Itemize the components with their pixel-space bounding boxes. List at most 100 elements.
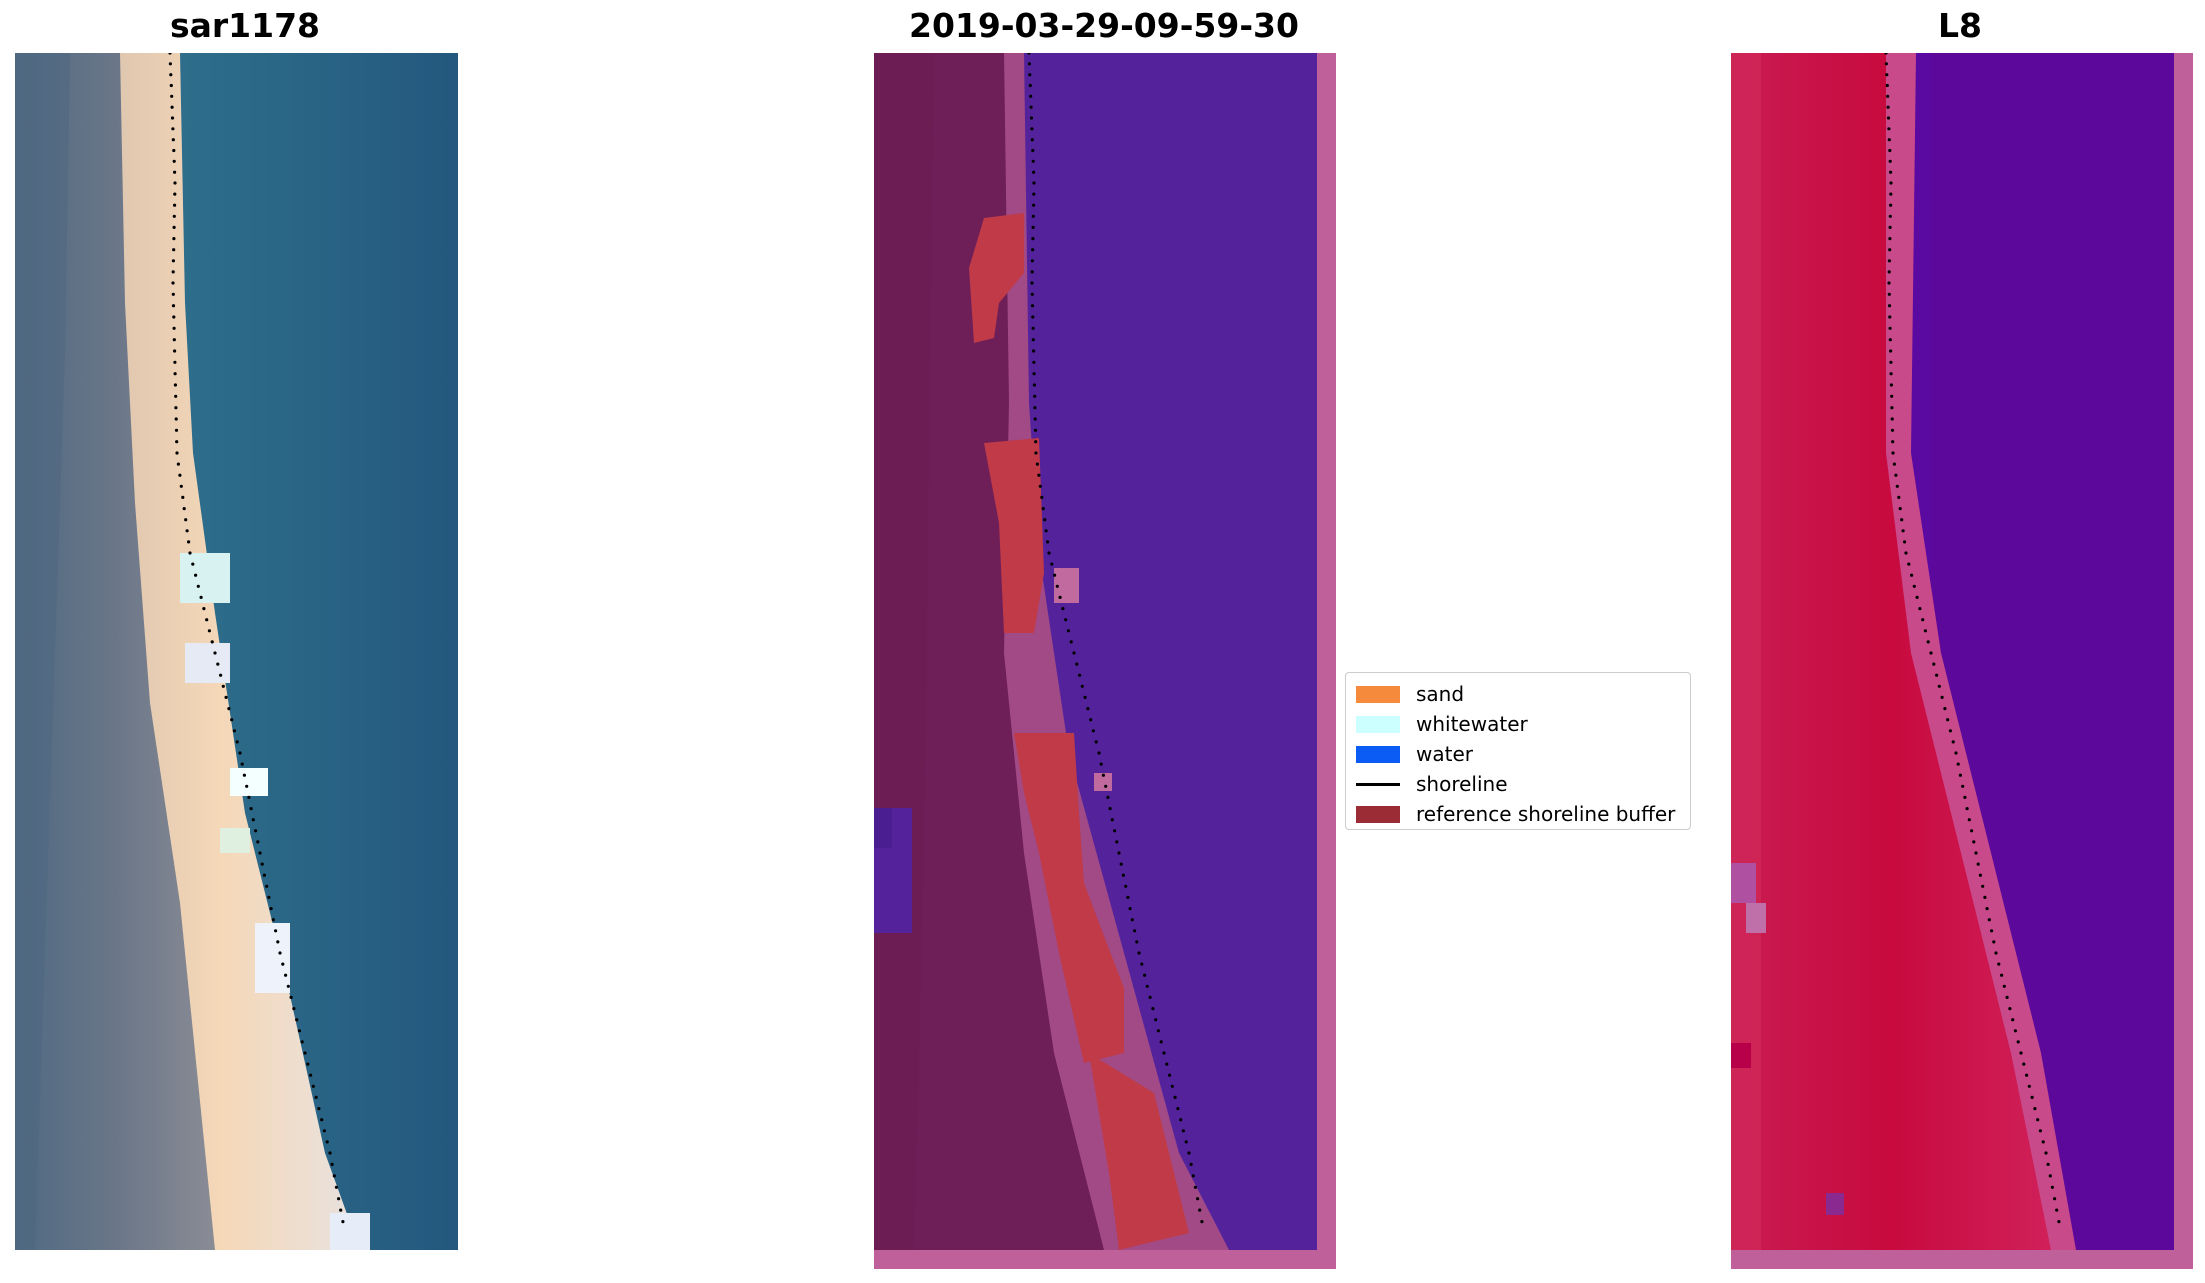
shoreline-dot bbox=[173, 349, 177, 353]
shoreline-dot bbox=[325, 1140, 329, 1144]
shoreline-dot bbox=[1047, 551, 1051, 555]
shoreline-dot bbox=[1932, 662, 1936, 666]
shoreline-dot bbox=[1888, 159, 1892, 163]
shoreline-dot bbox=[2013, 1029, 2017, 1033]
shoreline-dot bbox=[1967, 818, 1971, 822]
whitewater-swatch-icon bbox=[1356, 715, 1400, 733]
shoreline-dot bbox=[2048, 1174, 2052, 1178]
shoreline-dot bbox=[334, 1185, 338, 1189]
shoreline-dot bbox=[1031, 248, 1035, 252]
shoreline-dot bbox=[295, 1018, 299, 1022]
shoreline-dot bbox=[1901, 529, 1905, 533]
shoreline-dot bbox=[172, 326, 176, 330]
shoreline-dot bbox=[174, 394, 178, 398]
shoreline-dot bbox=[1032, 181, 1036, 185]
shoreline-dot bbox=[175, 440, 179, 444]
shoreline-dot bbox=[1981, 884, 1985, 888]
shoreline-dot bbox=[169, 73, 173, 77]
shoreline-dot bbox=[171, 281, 175, 285]
shoreline-dot bbox=[2053, 1197, 2057, 1201]
shoreline-dot bbox=[181, 495, 185, 499]
legend-item-reference-buffer: reference shoreline buffer bbox=[1356, 799, 1680, 829]
shoreline-dot bbox=[322, 1129, 326, 1133]
shoreline-dot bbox=[1027, 53, 1031, 55]
shoreline-dot bbox=[210, 640, 214, 644]
shoreline-line-icon bbox=[1356, 782, 1400, 786]
shoreline-dot bbox=[1189, 1162, 1193, 1166]
shoreline-dot bbox=[2038, 1129, 2042, 1133]
shoreline-dot bbox=[172, 159, 176, 163]
shoreline-dot bbox=[1032, 192, 1036, 196]
shoreline-dot bbox=[213, 651, 217, 655]
shoreline-dot bbox=[185, 529, 189, 533]
shoreline-dot bbox=[2011, 1018, 2015, 1022]
rgb-satellite-image bbox=[15, 53, 458, 1250]
shoreline-dot bbox=[1888, 326, 1892, 330]
shoreline-dot bbox=[1889, 372, 1893, 376]
shoreline-dot bbox=[171, 304, 176, 308]
shoreline-dot bbox=[292, 1007, 296, 1011]
shoreline-dot bbox=[1031, 315, 1035, 319]
shoreline-dot bbox=[1110, 818, 1114, 822]
shoreline-dot bbox=[1983, 895, 1987, 900]
shoreline-dots-l8 bbox=[1884, 53, 2061, 1224]
shoreline-dot bbox=[328, 1151, 332, 1155]
buffer-swatch-icon bbox=[1356, 805, 1400, 823]
shoreline-dot bbox=[174, 428, 179, 432]
shoreline-dot bbox=[1115, 840, 1119, 844]
shoreline-dot bbox=[1124, 884, 1128, 888]
shoreline-dot bbox=[2005, 995, 2009, 1000]
shoreline-dot bbox=[1078, 673, 1082, 677]
shoreline-dot bbox=[311, 1084, 315, 1088]
shoreline-dot bbox=[1113, 829, 1117, 833]
shoreline-dot bbox=[249, 807, 253, 811]
shoreline-dot bbox=[1948, 729, 1952, 733]
shoreline-dot bbox=[171, 138, 175, 142]
shoreline-dot bbox=[2002, 984, 2006, 988]
shoreline-dot bbox=[232, 729, 236, 733]
shoreline-dot bbox=[230, 718, 234, 722]
shoreline-dot bbox=[188, 551, 192, 555]
shoreline-dot bbox=[1083, 695, 1087, 700]
shoreline-dot bbox=[1072, 651, 1076, 655]
shoreline-dot bbox=[1089, 718, 1093, 722]
shoreline-dot bbox=[1987, 918, 1991, 922]
shoreline-dot bbox=[1069, 640, 1073, 644]
shoreline-dot bbox=[2041, 1140, 2045, 1144]
shoreline-dot bbox=[168, 53, 172, 55]
classification-image bbox=[874, 53, 1336, 1269]
shoreline-dot bbox=[1889, 349, 1893, 353]
shoreline-dot bbox=[196, 584, 200, 588]
sand-swatch-icon bbox=[1356, 685, 1400, 703]
shoreline-dot bbox=[172, 225, 176, 229]
shoreline-dot bbox=[1978, 873, 1982, 877]
shoreline-dot bbox=[1196, 1197, 1200, 1201]
shoreline-dot bbox=[1889, 203, 1893, 207]
shoreline-dot bbox=[182, 507, 186, 511]
shoreline-dot bbox=[1889, 170, 1893, 174]
shoreline-dot bbox=[286, 984, 290, 988]
shoreline-dot bbox=[1128, 907, 1132, 911]
shoreline-dot bbox=[173, 383, 177, 387]
shoreline-dot bbox=[1135, 940, 1139, 944]
shoreline-dot bbox=[1193, 1185, 1197, 1189]
shoreline-dot bbox=[1889, 192, 1893, 196]
shoreline-dot bbox=[1159, 1040, 1163, 1044]
shoreline-dot bbox=[1970, 829, 1974, 833]
shoreline-dot bbox=[1956, 762, 1960, 766]
shoreline-dot bbox=[1904, 551, 1908, 555]
shoreline-dot bbox=[1885, 73, 1889, 77]
shoreline-dot bbox=[176, 462, 180, 466]
shoreline-dot bbox=[1887, 304, 1892, 308]
shoreline-dot bbox=[1034, 440, 1038, 444]
shoreline-dot bbox=[309, 1073, 313, 1077]
l8-image bbox=[1731, 53, 2193, 1269]
shoreline-dot bbox=[174, 406, 178, 410]
shoreline-dot bbox=[1923, 629, 1927, 633]
shoreline-dot bbox=[1099, 762, 1103, 766]
shoreline-dot bbox=[1033, 394, 1037, 398]
shoreline-dot bbox=[191, 562, 195, 566]
shoreline-dot bbox=[199, 595, 203, 600]
shoreline-dot bbox=[235, 740, 239, 744]
shoreline-dot bbox=[170, 116, 175, 120]
